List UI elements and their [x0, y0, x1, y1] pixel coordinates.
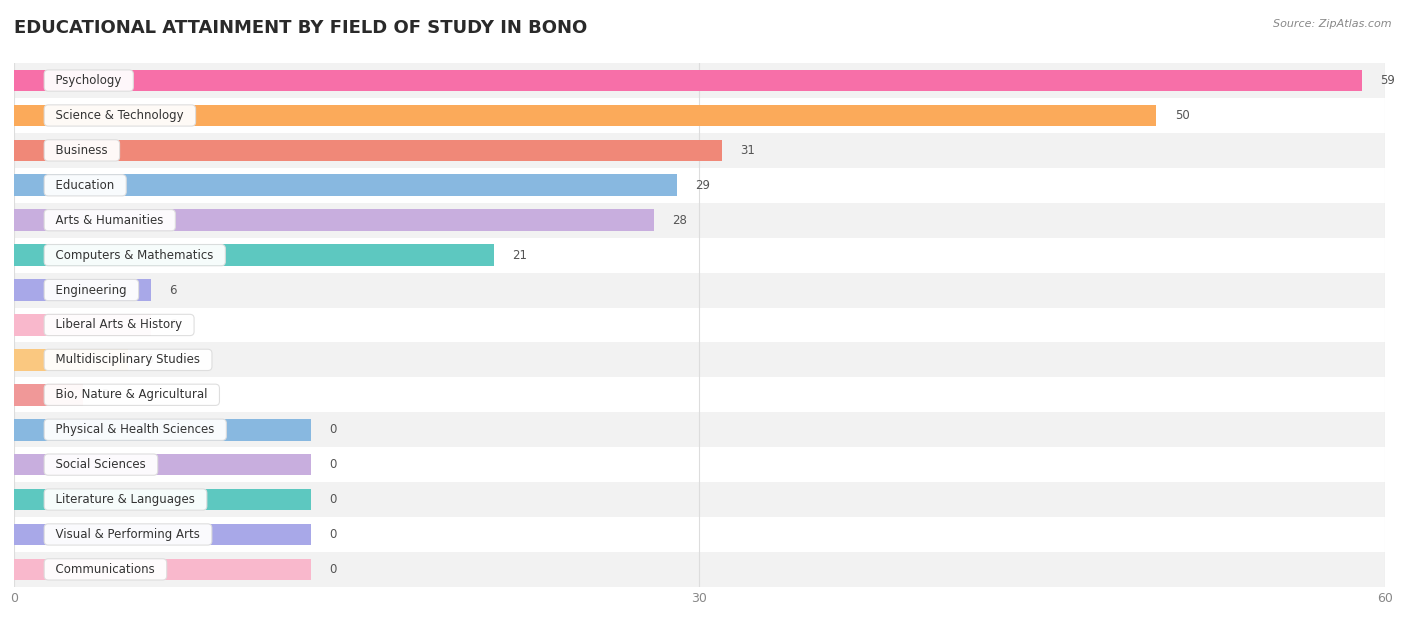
Text: 6: 6: [170, 319, 177, 331]
Text: Literature & Languages: Literature & Languages: [48, 493, 202, 506]
Text: Source: ZipAtlas.com: Source: ZipAtlas.com: [1274, 19, 1392, 29]
Text: EDUCATIONAL ATTAINMENT BY FIELD OF STUDY IN BONO: EDUCATIONAL ATTAINMENT BY FIELD OF STUDY…: [14, 19, 588, 37]
Bar: [14, 63, 1385, 98]
Bar: [14, 105, 1157, 126]
Text: Arts & Humanities: Arts & Humanities: [48, 214, 172, 227]
Text: 21: 21: [512, 249, 527, 262]
Text: 0: 0: [329, 423, 336, 436]
Bar: [14, 349, 128, 370]
Text: Liberal Arts & History: Liberal Arts & History: [48, 319, 190, 331]
Text: Computers & Mathematics: Computers & Mathematics: [48, 249, 221, 262]
Text: Business: Business: [48, 144, 115, 157]
Bar: [14, 558, 311, 580]
Text: Physical & Health Sciences: Physical & Health Sciences: [48, 423, 222, 436]
Bar: [14, 517, 1385, 552]
Text: 0: 0: [329, 493, 336, 506]
Text: Multidisciplinary Studies: Multidisciplinary Studies: [48, 353, 208, 367]
Bar: [14, 307, 1385, 343]
Bar: [14, 454, 311, 475]
Bar: [14, 244, 494, 266]
Text: 31: 31: [741, 144, 755, 157]
Bar: [14, 175, 676, 196]
Text: 0: 0: [329, 528, 336, 541]
Text: 0: 0: [329, 563, 336, 576]
Text: Visual & Performing Arts: Visual & Performing Arts: [48, 528, 208, 541]
Bar: [14, 70, 1362, 91]
Bar: [14, 209, 654, 231]
Text: 0: 0: [329, 458, 336, 471]
Text: 50: 50: [1175, 109, 1189, 122]
Bar: [14, 489, 311, 510]
Bar: [14, 203, 1385, 238]
Text: Education: Education: [48, 179, 122, 192]
Text: 5: 5: [146, 353, 153, 367]
Bar: [14, 384, 83, 406]
Bar: [14, 133, 1385, 168]
Text: 28: 28: [672, 214, 688, 227]
Bar: [14, 524, 311, 545]
Text: Science & Technology: Science & Technology: [48, 109, 191, 122]
Bar: [14, 482, 1385, 517]
Bar: [14, 273, 1385, 307]
Bar: [14, 98, 1385, 133]
Bar: [14, 377, 1385, 412]
Bar: [14, 238, 1385, 273]
Text: Engineering: Engineering: [48, 283, 135, 297]
Text: 29: 29: [695, 179, 710, 192]
Bar: [14, 280, 152, 301]
Text: 59: 59: [1381, 74, 1395, 87]
Bar: [14, 412, 1385, 447]
Bar: [14, 552, 1385, 587]
Text: 6: 6: [170, 283, 177, 297]
Text: 3: 3: [101, 388, 108, 401]
Bar: [14, 419, 311, 440]
Bar: [14, 343, 1385, 377]
Bar: [14, 447, 1385, 482]
Text: Communications: Communications: [48, 563, 163, 576]
Text: Psychology: Psychology: [48, 74, 129, 87]
Bar: [14, 314, 152, 336]
Bar: [14, 168, 1385, 203]
Bar: [14, 139, 723, 161]
Text: Social Sciences: Social Sciences: [48, 458, 153, 471]
Text: Bio, Nature & Agricultural: Bio, Nature & Agricultural: [48, 388, 215, 401]
